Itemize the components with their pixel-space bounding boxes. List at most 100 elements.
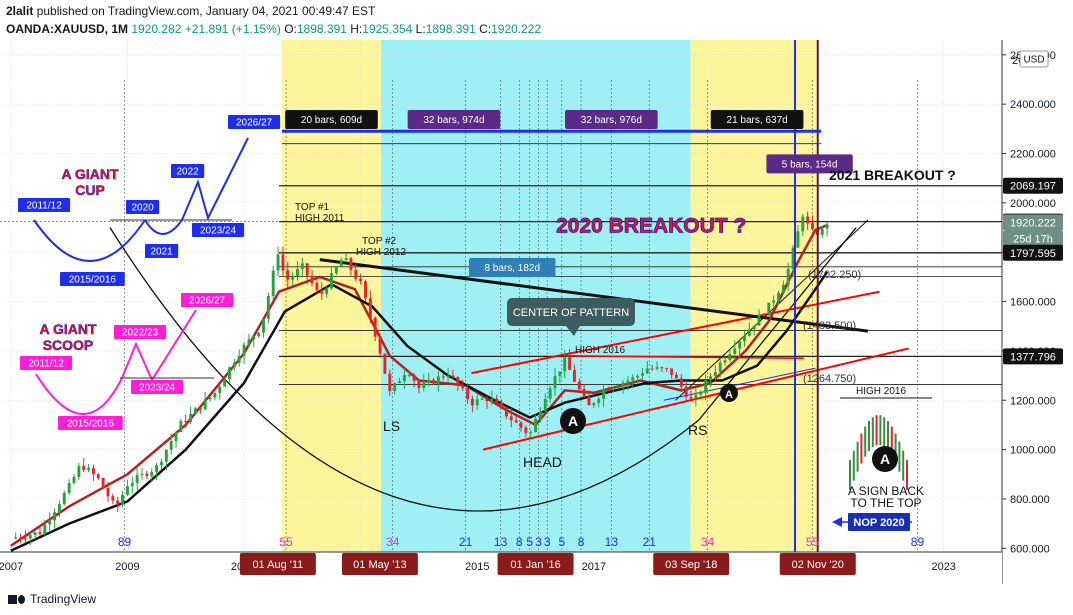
scoop-projection [121, 309, 197, 383]
candle-body [101, 478, 105, 488]
tradingview-logo-icon [8, 593, 26, 605]
candle-body [670, 368, 674, 375]
candle-body [203, 399, 207, 410]
bar-range-label-text: 20 bars, 609d [301, 115, 362, 126]
scoop-label-bg [131, 380, 184, 394]
candle-body [334, 267, 338, 274]
candle-body [733, 348, 737, 354]
price-chart[interactable]: 20 bars, 609d 32 bars, 974d 32 bars, 976d 2… [0, 40, 1073, 584]
candle-body [616, 386, 620, 388]
candle-body [281, 254, 285, 271]
price-tag-text: 2069.197 [1010, 181, 1056, 193]
scoop-label-bg [20, 356, 73, 370]
footer: TradingView [0, 584, 1073, 615]
candle-body [266, 295, 270, 319]
publish-line: 2lalit published on TradingView.com, Jan… [6, 4, 375, 18]
candle-body [441, 376, 445, 378]
price-axis-label: 1000.000 [1010, 445, 1056, 457]
candle-body [509, 416, 513, 421]
candle-body [436, 376, 440, 384]
close-label: C: [479, 22, 492, 36]
candle-body [606, 389, 610, 391]
price-axis-label: 2400.000 [1010, 99, 1056, 111]
scoop-label-text: 2023/24 [139, 383, 176, 394]
candle-body [480, 398, 484, 400]
candle-body [77, 466, 81, 478]
close-value: 1920.222 [491, 22, 542, 36]
time-axis-label: 2007 [0, 561, 23, 573]
candle-body [558, 371, 562, 376]
last-price: 1920.282 [131, 22, 182, 36]
price-axis-bg [1002, 40, 1073, 584]
scoop-label: 2026/27 [181, 293, 234, 307]
symbol-label[interactable]: OANDA:XAUUSD, 1M [6, 22, 129, 36]
candle-body [232, 362, 236, 368]
candle-body [393, 383, 397, 392]
candle-body [500, 402, 504, 407]
candle-body [218, 386, 222, 393]
candle-body [53, 512, 57, 521]
candle-body [67, 483, 71, 493]
cup-label: 2022 [171, 164, 205, 178]
date-marker-label: 01 Jan '16 [497, 553, 574, 575]
fib-number: 13 [605, 535, 619, 549]
candle-body [470, 398, 474, 406]
candle-body [368, 298, 372, 318]
fib-level-1702: (1702.250) [808, 269, 861, 281]
candle-body [446, 375, 450, 378]
time-axis-label: 2009 [115, 561, 139, 573]
bar-range-label-bg [710, 109, 804, 129]
cup-label-text: 2011/12 [26, 201, 62, 212]
candle-body [198, 408, 202, 410]
cup-label: 2023/24 [192, 223, 245, 237]
sign-back-text-2: TO THE TOP [850, 496, 921, 510]
candle-body [825, 224, 829, 229]
candle-body [781, 284, 785, 293]
date-marker-label-bg [239, 553, 316, 575]
candle-body [271, 270, 275, 296]
candle-body [91, 468, 95, 475]
candle-body [305, 263, 309, 276]
time-axis-label: 2023 [931, 561, 955, 573]
cup-label-bg [60, 272, 125, 286]
candle-body [456, 377, 460, 385]
cup-label: 2011/12 [18, 198, 71, 212]
candle-body [709, 376, 712, 381]
candle-body [296, 268, 299, 276]
author-name[interactable]: 2lalit [6, 4, 34, 18]
candle-body [43, 524, 47, 535]
candle-body [645, 368, 649, 374]
candle-body [145, 473, 149, 477]
cup-curve [109, 227, 857, 512]
fib-level-1483: (1483.500) [803, 320, 856, 332]
candle-body [490, 398, 494, 401]
open-label: O: [284, 22, 297, 36]
cup-label-bg [145, 244, 179, 258]
candle-body [777, 292, 780, 301]
brand-text: TradingView [30, 592, 97, 606]
low-label: L: [415, 22, 426, 36]
candle-body [461, 384, 465, 389]
marker-a-circle [720, 384, 738, 402]
candle-body [820, 228, 824, 235]
center-of-pattern-callout: CENTER OF PATTERN [507, 298, 635, 326]
fib-number: 13 [494, 535, 508, 549]
scoop-label-text: 2015/2016 [67, 419, 115, 430]
tradingview-logo[interactable]: TradingView [8, 592, 96, 606]
candle-body [320, 289, 324, 294]
scoop-label: 2023/24 [131, 380, 184, 394]
candle-body [602, 389, 606, 399]
trend-line-thin [675, 219, 869, 401]
price-tag-text: 1920.222 [1010, 218, 1056, 230]
candle-body [806, 216, 810, 224]
scoop-title-2: SCOOP [43, 337, 94, 353]
fib-number: 89 [911, 535, 925, 549]
publish-text: published on TradingView.com, January 04… [36, 4, 376, 18]
fib-number: 34 [386, 535, 400, 549]
candle-body [713, 371, 717, 377]
fib-number: 3 [535, 535, 542, 549]
candle-body [169, 440, 173, 450]
cup-label-text: 2021 [150, 247, 173, 258]
candle-body [665, 368, 669, 370]
candle-body [364, 281, 367, 299]
